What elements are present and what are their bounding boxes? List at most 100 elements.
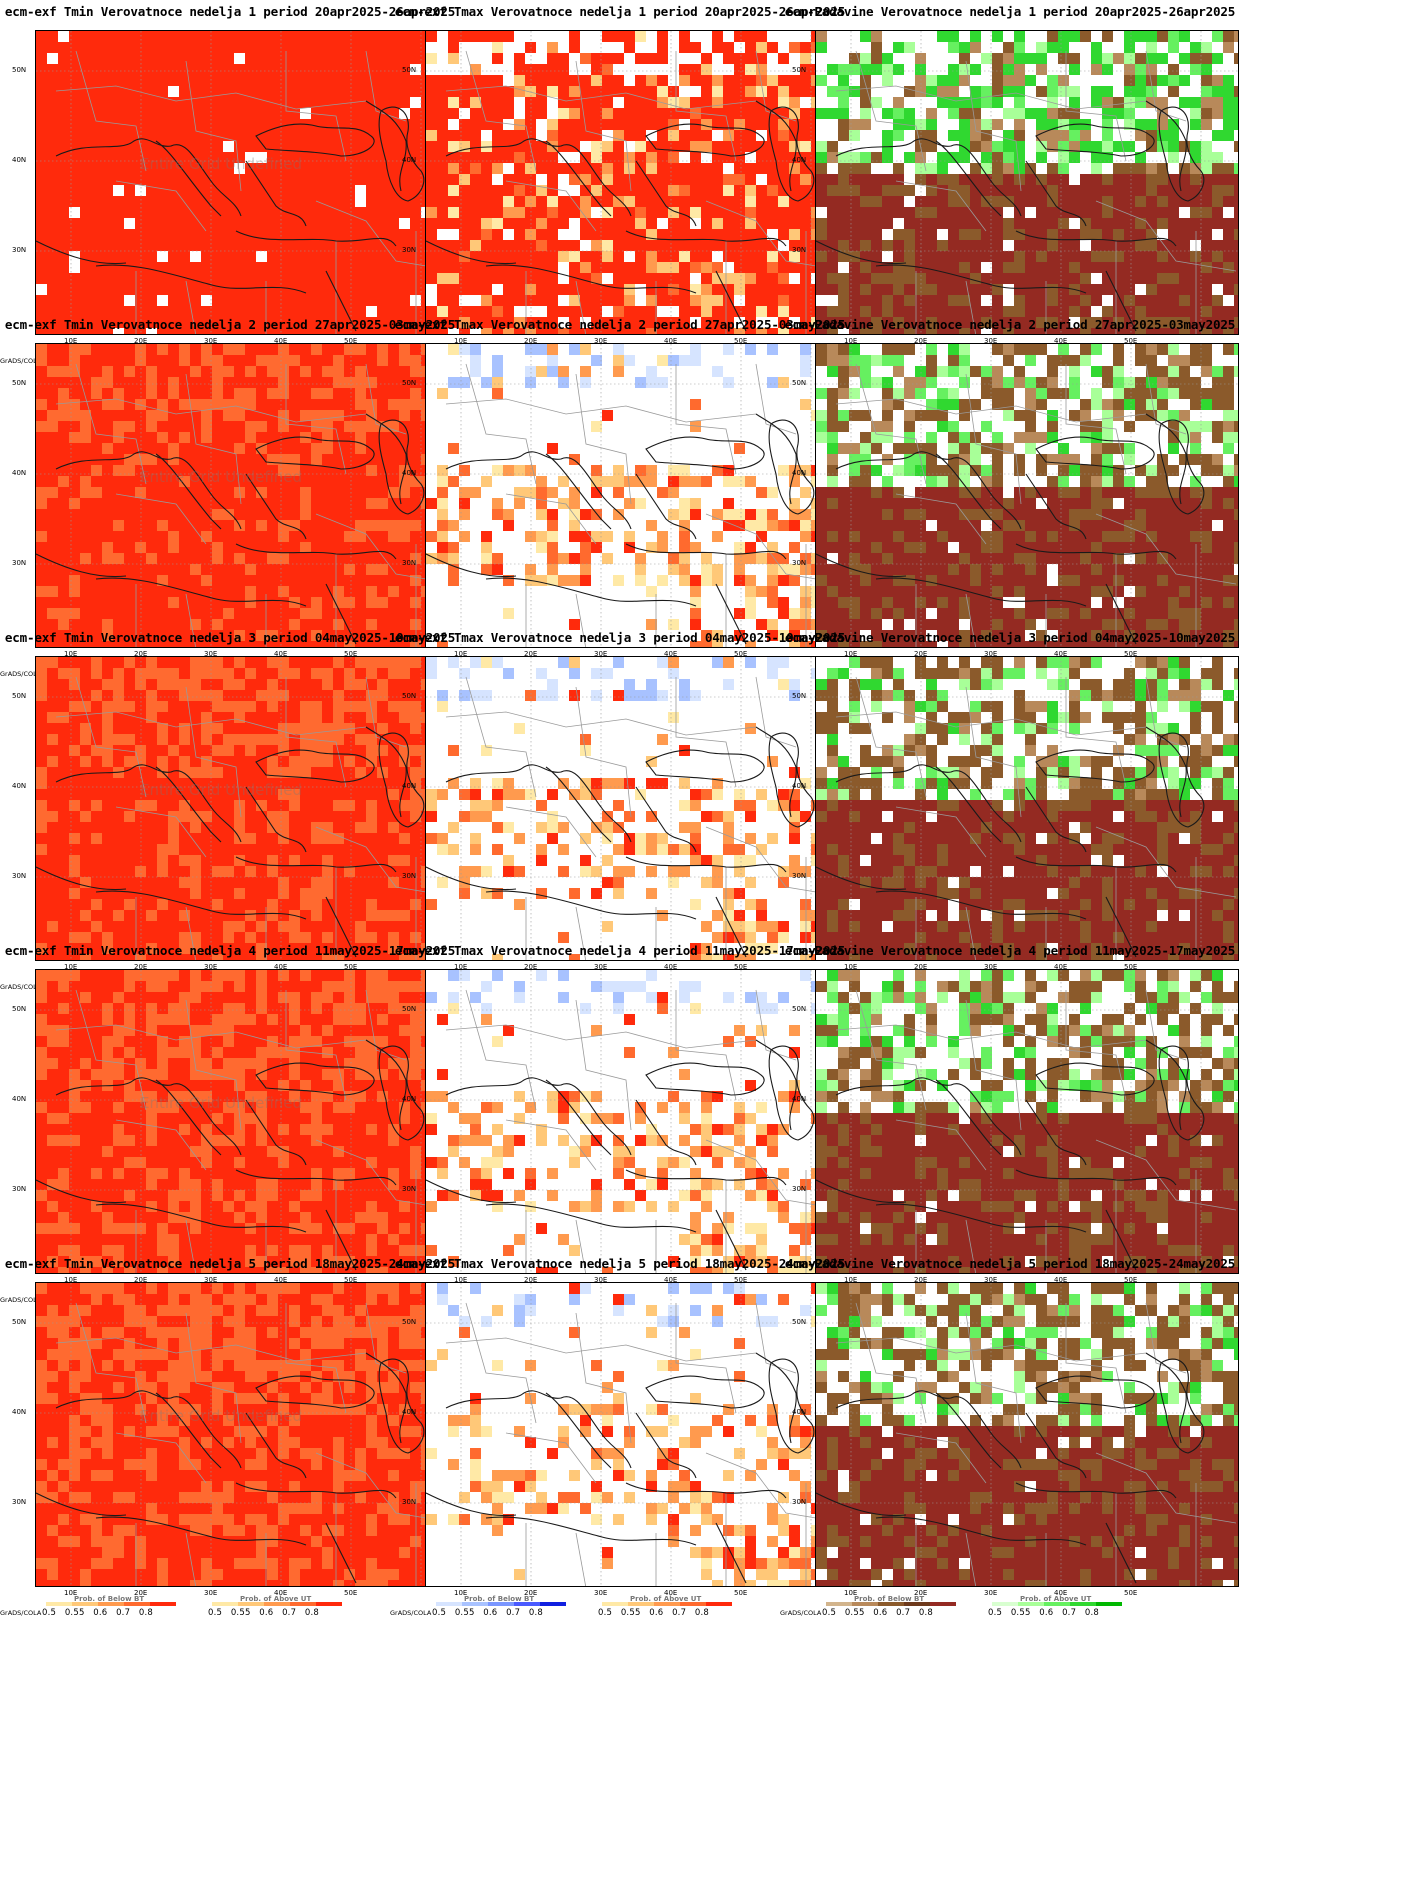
lon-label: 10E [454, 1589, 468, 1597]
watermark: Entire Grid Undefined [140, 468, 303, 486]
map-canvas [815, 30, 1239, 335]
lat-label: 50N [792, 1005, 807, 1013]
lon-label: 50E [734, 963, 748, 971]
probability-field [426, 1283, 848, 1586]
colorbar-swatch [98, 1602, 124, 1606]
lat-label: 40N [12, 156, 27, 164]
colorbar-swatch [488, 1602, 514, 1606]
lat-label: 50N [402, 379, 417, 387]
lon-label: 40E [1054, 1276, 1068, 1284]
map-panel-precip-week-5: ecm-Padavine Verovatnoce nedelja 5 perio… [780, 1252, 1240, 1627]
lat-label: 30N [12, 246, 27, 254]
lat-label: 30N [12, 872, 27, 880]
colorbar-swatch [930, 1602, 956, 1606]
lat-label: 30N [792, 1498, 807, 1506]
lon-label: 50E [1124, 337, 1138, 345]
colorbar-swatch [602, 1602, 628, 1606]
lon-label: 30E [984, 1276, 998, 1284]
lat-label: 50N [12, 1318, 27, 1326]
panel-title: ecm-exf Tmin Verovatnoce nedelja 1 perio… [4, 4, 456, 19]
lon-label: 10E [844, 337, 858, 345]
map-panel-tmax-week-5: ecm-exf Tmax Verovatnoce nedelja 5 perio… [390, 1252, 850, 1627]
map-panel-precip-week-2: ecm-Padavine Verovatnoce nedelja 2 perio… [780, 313, 1240, 688]
map-canvas [425, 343, 849, 648]
map-canvas [35, 656, 459, 961]
colorbar-swatch [72, 1602, 98, 1606]
lon-label: 50E [734, 1276, 748, 1284]
lon-label: 50E [344, 963, 358, 971]
colorbar-swatch [852, 1602, 878, 1606]
grads-brand: GrADS/COLA [0, 670, 42, 678]
lat-label: 30N [402, 872, 417, 880]
probability-field [36, 1283, 458, 1586]
lat-label: 30N [12, 1185, 27, 1193]
colorbar-swatch [212, 1602, 238, 1606]
colorbar-label: Prob. of Below BT [854, 1595, 925, 1603]
panel-title: ecm-exf Tmax Verovatnoce nedelja 3 perio… [394, 630, 846, 645]
colorbar-swatch [904, 1602, 930, 1606]
lat-label: 40N [792, 156, 807, 164]
lon-label: 20E [134, 650, 148, 658]
lon-label: 30E [204, 650, 218, 658]
lon-label: 20E [524, 337, 538, 345]
panel-title: ecm-exf Tmin Verovatnoce nedelja 2 perio… [4, 317, 456, 332]
map-canvas [35, 343, 459, 648]
probability-field [36, 970, 458, 1273]
colorbar: Prob. of Above UT 0.5 0.55 0.6 0.7 0.8 [208, 1595, 342, 1622]
panel-title: ecm-exf Tmax Verovatnoce nedelja 5 perio… [394, 1256, 846, 1271]
colorbar-swatches [212, 1602, 342, 1606]
lon-label: 10E [454, 337, 468, 345]
lon-label: 20E [524, 963, 538, 971]
map-panel-tmin-week-3: ecm-exf Tmin Verovatnoce nedelja 3 perio… [0, 626, 460, 1001]
lon-label: 30E [594, 963, 608, 971]
colorbar: Prob. of Above UT 0.5 0.55 0.6 0.7 0.8 [598, 1595, 732, 1622]
colorbar: Prob. of Below BT 0.5 0.55 0.6 0.7 0.8 [432, 1595, 566, 1622]
lat-label: 40N [402, 156, 417, 164]
map-panel-tmin-week-4: ecm-exf Tmin Verovatnoce nedelja 4 perio… [0, 939, 460, 1314]
lon-label: 40E [664, 1589, 678, 1597]
colorbar-swatch [540, 1602, 566, 1606]
lon-label: 50E [1124, 1589, 1138, 1597]
map-canvas [815, 656, 1239, 961]
panel-title: ecm-Padavine Verovatnoce nedelja 5 perio… [784, 1256, 1236, 1271]
lon-label: 40E [274, 650, 288, 658]
colorbar: Prob. of Below BT 0.5 0.55 0.6 0.7 0.8 [822, 1595, 956, 1622]
colorbar-ticks: 0.5 0.55 0.6 0.7 0.8 [988, 1608, 1100, 1618]
colorbar-swatch [1018, 1602, 1044, 1606]
lon-label: 50E [344, 337, 358, 345]
lat-label: 40N [792, 469, 807, 477]
map-canvas [35, 1282, 459, 1587]
colorbar-swatches [992, 1602, 1122, 1606]
colorbar-swatch [826, 1602, 852, 1606]
colorbar-swatches [826, 1602, 956, 1606]
lon-label: 20E [134, 1276, 148, 1284]
colorbar: Prob. of Below BT 0.5 0.55 0.6 0.7 0.8 [42, 1595, 176, 1622]
lon-label: 20E [914, 963, 928, 971]
watermark: Entire Grid Undefined [140, 1407, 303, 1425]
lon-label: 10E [844, 963, 858, 971]
grads-brand: GrADS/COLA [0, 1609, 42, 1617]
colorbar-swatch [1044, 1602, 1070, 1606]
lat-label: 50N [792, 692, 807, 700]
lon-label: 20E [914, 1589, 928, 1597]
probability-field [36, 657, 458, 960]
lon-label: 10E [844, 1589, 858, 1597]
colorbar-swatches [436, 1602, 566, 1606]
watermark: Entire Grid Undefined [140, 155, 303, 173]
map-panel-precip-week-3: ecm-Padavine Verovatnoce nedelja 3 perio… [780, 626, 1240, 1001]
lon-label: 40E [274, 1276, 288, 1284]
probability-field [426, 657, 848, 960]
lon-label: 50E [344, 1589, 358, 1597]
lon-label: 10E [64, 337, 78, 345]
lon-label: 30E [984, 963, 998, 971]
panel-title: ecm-exf Tmin Verovatnoce nedelja 3 perio… [4, 630, 456, 645]
lon-label: 50E [734, 337, 748, 345]
probability-field [36, 31, 458, 334]
watermark: Entire Grid Undefined [140, 781, 303, 799]
lon-label: 30E [204, 1276, 218, 1284]
panel-title: ecm-exf Tmin Verovatnoce nedelja 4 perio… [4, 943, 456, 958]
lon-label: 40E [274, 1589, 288, 1597]
panel-title: ecm-exf Tmin Verovatnoce nedelja 5 perio… [4, 1256, 456, 1271]
colorbar-swatch [514, 1602, 540, 1606]
